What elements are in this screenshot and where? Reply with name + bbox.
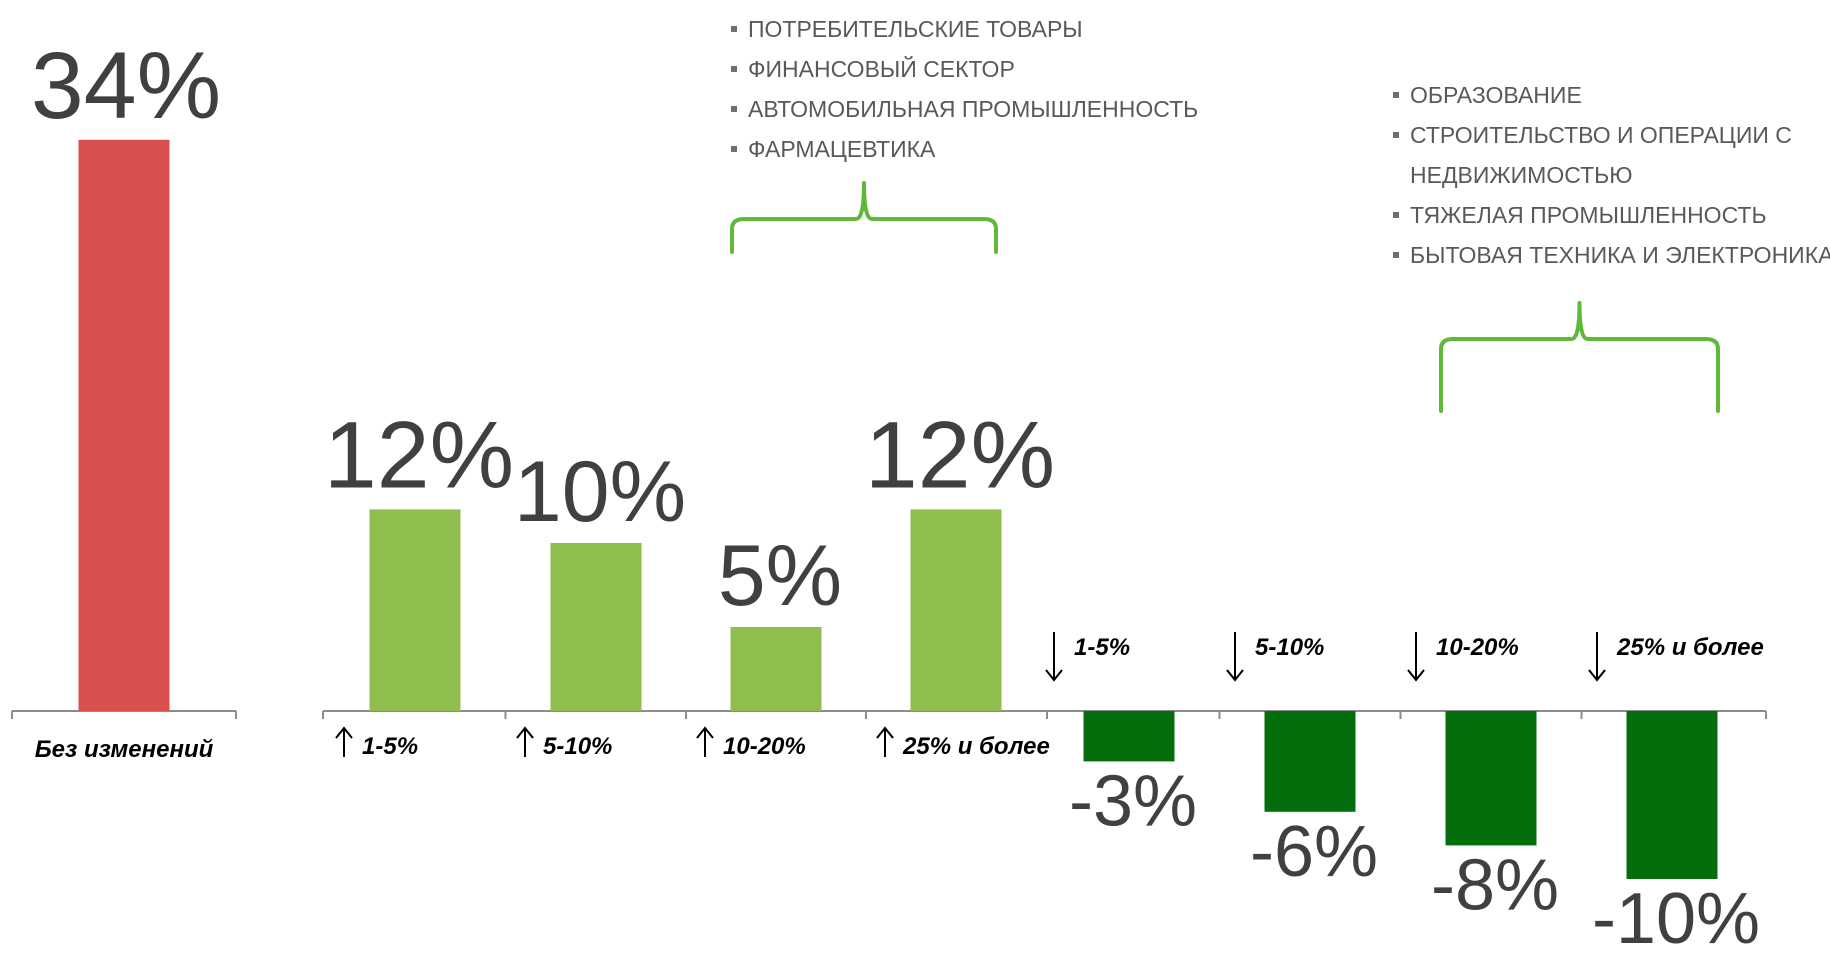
bullet-icon xyxy=(1393,252,1399,258)
category-labels: Без изменений 1-5% 5-10% 10-20% 25% и более 1… xyxy=(35,632,1764,763)
arrow-down-icon xyxy=(1226,632,1244,682)
value-labels: 34%12% 10%5%12%-3%-6% -8% -10% xyxy=(31,33,1760,956)
sector-item: АВТОМОБИЛЬНАЯ ПРОМЫШЛЕННОСТЬ xyxy=(748,96,1198,122)
sector-item: НЕДВИЖИМОСТЬЮ xyxy=(1410,162,1632,188)
arrow-up-icon xyxy=(335,726,353,757)
arrow-down-icon xyxy=(1407,632,1425,682)
category-label: 25% и более xyxy=(902,733,1050,760)
bullet-icon xyxy=(731,26,737,32)
category-label: 5-10% xyxy=(1255,634,1324,661)
category-label: 5-10% xyxy=(543,733,612,760)
value-label: 12% xyxy=(324,402,514,508)
value-label: 12% xyxy=(865,402,1055,508)
category-label: 10-20% xyxy=(1436,634,1519,661)
bullet-icon xyxy=(731,106,737,112)
bar xyxy=(369,509,461,711)
sector-annotations: ПОТРЕБИТЕЛЬСКИЕ ТОВАРЫ ФИНАНСОВЫЙ СЕКТОР А… xyxy=(730,16,1830,413)
sector-list: ПОТРЕБИТЕЛЬСКИЕ ТОВАРЫ ФИНАНСОВЫЙ СЕКТОР А… xyxy=(731,16,1198,162)
value-label: -10% xyxy=(1592,879,1760,956)
category-label: 1-5% xyxy=(362,733,418,760)
sector-item: СТРОИТЕЛЬСТВО И ОПЕРАЦИИ С xyxy=(1410,122,1792,148)
arrow-down-icon xyxy=(1045,632,1063,682)
bar xyxy=(78,139,170,712)
curly-brace-icon xyxy=(730,181,998,254)
sector-item: ПОТРЕБИТЕЛЬСКИЕ ТОВАРЫ xyxy=(748,16,1083,42)
sector-list: ОБРАЗОВАНИЕ СТРОИТЕЛЬСТВО И ОПЕРАЦИИ С НЕД… xyxy=(1393,82,1830,268)
bar xyxy=(1445,711,1537,846)
bar xyxy=(1083,711,1175,762)
bullet-icon xyxy=(1393,132,1399,138)
arrow-up-icon xyxy=(876,726,894,757)
sector-item: ТЯЖЕЛАЯ ПРОМЫШЛЕННОСТЬ xyxy=(1410,202,1767,228)
bar xyxy=(550,543,642,711)
sector-item: ФАРМАЦЕВТИКА xyxy=(748,136,936,162)
bar xyxy=(1264,711,1356,812)
bars xyxy=(78,139,1718,879)
bar xyxy=(730,627,822,711)
bullet-icon xyxy=(731,66,737,72)
arrow-up-icon xyxy=(516,726,534,757)
value-label: -8% xyxy=(1431,845,1559,925)
value-label: 34% xyxy=(31,33,221,139)
arrow-up-icon xyxy=(696,726,714,757)
category-label: 25% и более xyxy=(1616,634,1764,661)
sector-item: БЫТОВАЯ ТЕХНИКА И ЭЛЕКТРОНИКА xyxy=(1410,242,1830,268)
category-label: Без изменений xyxy=(35,736,214,763)
bullet-icon xyxy=(731,146,737,152)
value-label: 5% xyxy=(718,528,842,624)
bar xyxy=(1626,711,1718,879)
bar xyxy=(910,509,1002,711)
curly-brace-icon xyxy=(1439,301,1720,413)
bullet-icon xyxy=(1393,92,1399,98)
value-label: -3% xyxy=(1069,761,1197,841)
sector-item: ОБРАЗОВАНИЕ xyxy=(1410,82,1582,108)
sector-item: ФИНАНСОВЫЙ СЕКТОР xyxy=(748,55,1015,82)
category-label: 1-5% xyxy=(1074,634,1130,661)
value-label: -6% xyxy=(1250,812,1378,892)
arrow-down-icon xyxy=(1588,632,1606,682)
value-label: 10% xyxy=(514,444,686,540)
bullet-icon xyxy=(1393,212,1399,218)
category-label: 10-20% xyxy=(723,733,806,760)
